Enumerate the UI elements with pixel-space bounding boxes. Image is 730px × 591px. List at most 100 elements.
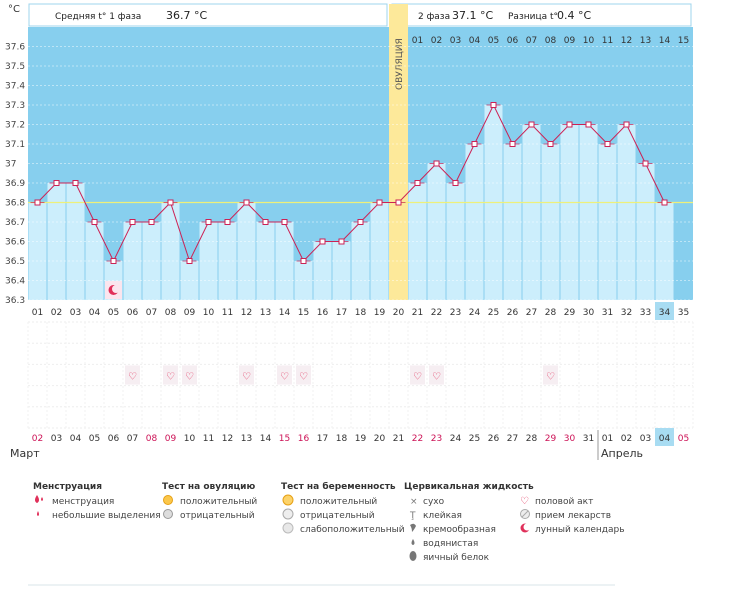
legend: Менструация менструация небольшие выделе…: [33, 481, 625, 563]
temp-point: [205, 219, 212, 225]
month-march: Март: [10, 447, 40, 460]
cycle-day-label: 03: [70, 308, 81, 318]
calendar-date-label: 11: [203, 434, 214, 444]
temp-point: [604, 141, 611, 147]
temp-point: [186, 258, 193, 264]
cycle-day-label: 06: [127, 308, 139, 318]
diff-label: Разница t°: [508, 12, 558, 22]
temp-point: [300, 258, 307, 264]
intercourse-bg: [296, 365, 311, 385]
sticky-icon: Ţ: [409, 511, 416, 521]
calendar-date-label: 30: [564, 434, 576, 444]
temp-point: [585, 121, 592, 128]
temp-point: [661, 199, 668, 206]
temp-bar: [28, 202, 47, 300]
calendar-date-label: 04: [70, 434, 82, 444]
pregnancy-positive-icon: [282, 494, 294, 506]
ovulation-positive-icon: [163, 495, 173, 505]
cycle-day-label: 30: [583, 308, 595, 318]
y-axis: 36.3 36.4 36.5 36.6 36.7 36.8 36.9 37 37.1 37.2 37…: [5, 43, 25, 307]
temp-point: [509, 141, 516, 147]
legend-cervical-item-3: кремообразная: [423, 525, 496, 535]
calendar-date-label: 08: [146, 434, 158, 444]
spotting-icon: [37, 511, 39, 516]
phase2-day-label: 11: [602, 36, 613, 46]
phase2-day-label: 07: [526, 36, 537, 46]
intercourse-bg: [182, 365, 197, 385]
event-grid: ♡ ♡ ♡ ♡ ♡ ♡ ♡ ♡ ♡: [27, 321, 694, 429]
legend-menstruation-item-2: небольшие выделения: [52, 511, 161, 521]
temp-bar: [161, 202, 180, 300]
calendar-date-label: 20: [374, 434, 386, 444]
pregnancy-negative-icon: [282, 508, 294, 520]
cycle-day-label: 33: [640, 308, 651, 318]
phase2-day-label: 09: [564, 36, 576, 46]
temp-point: [395, 199, 402, 206]
cycle-day-label: 04: [89, 308, 101, 318]
temp-bar: [332, 241, 351, 300]
legend-cervical-item-5: яичный белок: [423, 553, 490, 563]
month-april: Апрель: [601, 447, 643, 460]
heart-icon: ♡: [432, 371, 441, 382]
y-tick-label: 37.1: [5, 140, 25, 150]
cycle-day-label: 29: [564, 308, 576, 318]
intercourse-bg: [125, 365, 140, 385]
diff-value: 0.4 °C: [557, 9, 591, 22]
cycle-day-label: 02: [51, 308, 62, 318]
temp-point: [243, 199, 250, 206]
temp-bar: [294, 261, 313, 300]
ovulation-negative-icon: [163, 509, 173, 519]
temp-point: [262, 219, 269, 225]
cycle-day-label: 08: [165, 308, 177, 318]
pill-icon: [520, 509, 530, 519]
ovulation-column: [389, 4, 408, 300]
temp-point: [547, 141, 554, 147]
phase2-day-label: 03: [450, 36, 461, 46]
phase1-label: Средняя t° 1 фаза: [55, 12, 141, 22]
calendar-date-label: 02: [621, 434, 632, 444]
phase2-day-label: 13: [640, 36, 651, 46]
calendar-date-label: 03: [51, 434, 62, 444]
phase2-day-label: 02: [431, 36, 442, 46]
calendar-date-label: 13: [241, 434, 252, 444]
temp-point: [357, 219, 364, 225]
legend-pregnancy-item-3: слабоположительный: [300, 525, 405, 535]
moon-icon-cutout: [112, 285, 120, 293]
legend-cervical-title: Цервикальная жидкость: [404, 482, 534, 492]
calendar-date-label: 28: [526, 434, 538, 444]
legend-other-item-2: прием лекарств: [535, 511, 611, 521]
temp-point: [452, 180, 459, 186]
creamy-icon: [410, 523, 416, 532]
legend-cervical-item-4: водянистая: [423, 539, 478, 549]
cycle-day-label: 31: [602, 308, 613, 318]
phase2-day-label: 04: [469, 36, 481, 46]
cycle-day-label: 20: [393, 308, 405, 318]
legend-pregnancy-item-2: отрицательный: [300, 511, 375, 521]
temp-point: [566, 121, 573, 128]
cycle-day-label: 27: [526, 308, 537, 318]
legend-pregnancy-item-1: положительный: [300, 497, 377, 507]
calendar-date-label: 19: [355, 434, 367, 444]
calendar-date-label: 15: [279, 434, 290, 444]
y-tick-label: 36.3: [5, 296, 25, 306]
calendar-date-label: 23: [431, 434, 442, 444]
calendar-date-label: 18: [336, 434, 348, 444]
calendar-date-label: 06: [108, 434, 120, 444]
heart-icon: ♡: [299, 371, 308, 382]
temp-point: [338, 238, 345, 245]
phase2-day-label: 12: [621, 36, 632, 46]
y-tick-label: 37: [5, 160, 16, 170]
y-tick-label: 37.2: [5, 121, 25, 131]
temp-point: [167, 199, 174, 206]
temp-point: [53, 180, 60, 186]
pregnancy-weak-icon: [282, 522, 294, 534]
intercourse-bg: [277, 365, 292, 385]
temp-bar: [427, 163, 446, 300]
unit-label: °C: [8, 4, 20, 15]
temp-point: [148, 219, 155, 225]
temp-bar: [237, 202, 256, 300]
cycle-day-label: 22: [431, 308, 442, 318]
phase2-day-label: 14: [659, 36, 671, 46]
temp-point: [623, 121, 630, 128]
y-tick-label: 36.5: [5, 257, 25, 267]
